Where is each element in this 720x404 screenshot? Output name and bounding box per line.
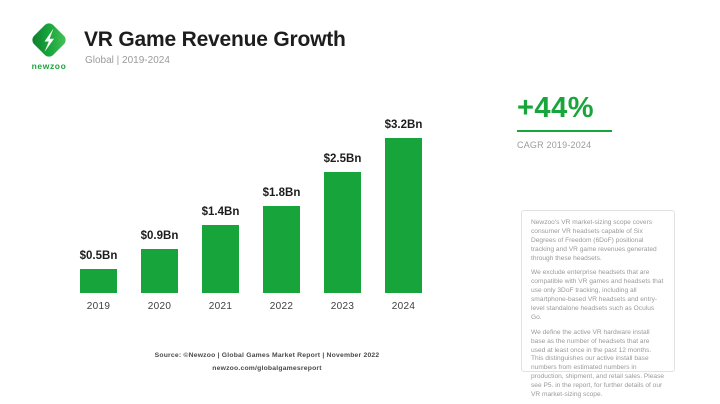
bar-category-label: 2023 xyxy=(330,301,355,312)
notes-paragraph-3: We define the active VR hardware install… xyxy=(531,328,665,399)
kpi-value: +44% xyxy=(517,92,594,124)
source-block: Source: ©Newzoo | Global Games Market Re… xyxy=(86,352,448,372)
bar xyxy=(263,206,300,293)
bar-value-label: $0.5Bn xyxy=(79,250,118,262)
bar-value-label: $2.5Bn xyxy=(323,153,362,165)
bar-slot: $1.4Bn 2021 xyxy=(202,206,240,312)
page-title: VR Game Revenue Growth xyxy=(84,28,346,51)
notes-paragraph-2: We exclude enterprise headsets that are … xyxy=(531,269,664,321)
notes-paragraph-1: Newzoo's VR market-sizing scope covers c… xyxy=(531,219,657,262)
source-url: newzoo.com/globalgamesreport xyxy=(212,365,322,372)
bar-category-label: 2021 xyxy=(208,301,233,312)
bar xyxy=(141,249,178,293)
bar-slot: $1.8Bn 2022 xyxy=(263,187,301,312)
newzoo-diamond-icon xyxy=(32,23,66,57)
kpi-underline xyxy=(517,130,612,132)
page-subtitle: Global | 2019-2024 xyxy=(85,55,170,66)
bar-slot: $0.9Bn 2020 xyxy=(141,230,179,312)
bar xyxy=(80,269,117,293)
bar xyxy=(385,138,422,293)
bar-value-label: $1.4Bn xyxy=(201,206,240,218)
newzoo-wordmark: newzoo xyxy=(31,61,67,71)
bar-category-label: 2024 xyxy=(391,301,416,312)
bar-category-label: 2019 xyxy=(86,301,111,312)
kpi-block: +44% CAGR 2019-2024 xyxy=(517,92,612,150)
bar-value-label: $1.8Bn xyxy=(262,187,301,199)
kpi-label: CAGR 2019-2024 xyxy=(517,140,592,150)
source-attribution: Source: ©Newzoo | Global Games Market Re… xyxy=(154,352,380,359)
methodology-notes-box: Newzoo's VR market-sizing scope covers c… xyxy=(521,210,675,398)
bar-slot: $0.5Bn 2019 xyxy=(80,250,118,312)
bar xyxy=(202,225,239,293)
bar-slot: $3.2Bn 2024 xyxy=(385,119,423,312)
bar-value-label: $3.2Bn xyxy=(384,119,423,131)
bar-chart: $0.5Bn 2019 $0.9Bn 2020 $1.4Bn 2021 $1.8Bn 2022… xyxy=(80,110,424,312)
bar-value-label: $0.9Bn xyxy=(140,230,179,242)
newzoo-logo: newzoo xyxy=(26,20,72,71)
bar-category-label: 2020 xyxy=(147,301,172,312)
bar-slot: $2.5Bn 2023 xyxy=(324,153,362,312)
bar xyxy=(324,172,361,293)
bar-category-label: 2022 xyxy=(269,301,294,312)
